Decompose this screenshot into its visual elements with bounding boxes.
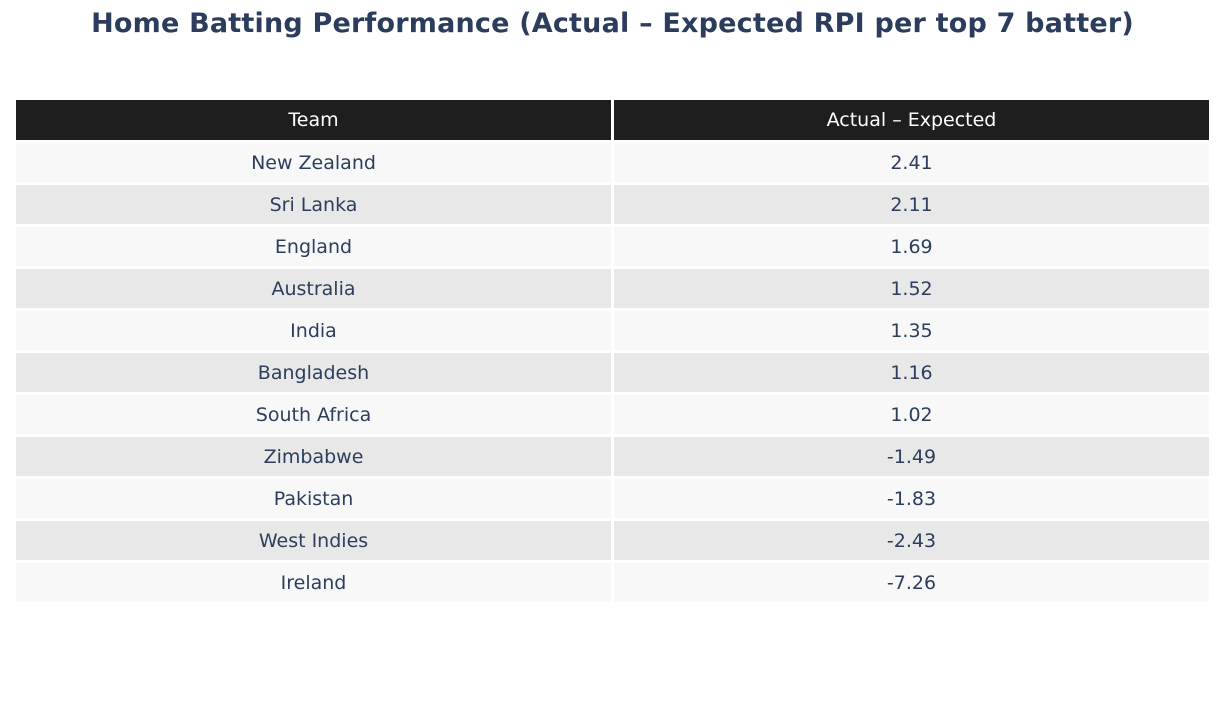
value-cell: 1.69 [611, 224, 1212, 269]
table-header: Team Actual – Expected [13, 97, 1212, 143]
value-cell: -1.49 [611, 434, 1212, 479]
table-row: New Zealand 2.41 [13, 140, 1212, 185]
table-row: India 1.35 [13, 308, 1212, 353]
team-cell: South Africa [13, 392, 614, 437]
column-header-team: Team [13, 97, 614, 143]
team-cell: Pakistan [13, 476, 614, 521]
column-header-actual-expected: Actual – Expected [611, 97, 1212, 143]
team-cell: Australia [13, 266, 614, 311]
table-row: South Africa 1.02 [13, 392, 1212, 437]
table-row: West Indies -2.43 [13, 518, 1212, 563]
value-cell: -7.26 [611, 560, 1212, 605]
batting-performance-table: Team Actual – Expected New Zealand 2.41 Sr… [13, 97, 1212, 605]
table-row: Sri Lanka 2.11 [13, 182, 1212, 227]
table-row: Ireland -7.26 [13, 560, 1212, 605]
team-cell: Ireland [13, 560, 614, 605]
team-cell: Zimbabwe [13, 434, 614, 479]
value-cell: -1.83 [611, 476, 1212, 521]
team-cell: New Zealand [13, 140, 614, 185]
value-cell: 1.02 [611, 392, 1212, 437]
value-cell: -2.43 [611, 518, 1212, 563]
table-row: Australia 1.52 [13, 266, 1212, 311]
team-cell: West Indies [13, 518, 614, 563]
table-header-row: Team Actual – Expected [13, 97, 1212, 143]
value-cell: 1.16 [611, 350, 1212, 395]
team-cell: India [13, 308, 614, 353]
table-row: Zimbabwe -1.49 [13, 434, 1212, 479]
value-cell: 2.41 [611, 140, 1212, 185]
page-title: Home Batting Performance (Actual – Expec… [91, 8, 1134, 39]
table-row: Pakistan -1.83 [13, 476, 1212, 521]
table-row: England 1.69 [13, 224, 1212, 269]
value-cell: 1.35 [611, 308, 1212, 353]
table-body: New Zealand 2.41 Sri Lanka 2.11 England 1.69 A… [13, 140, 1212, 605]
table-row: Bangladesh 1.16 [13, 350, 1212, 395]
team-cell: Sri Lanka [13, 182, 614, 227]
team-cell: Bangladesh [13, 350, 614, 395]
value-cell: 2.11 [611, 182, 1212, 227]
team-cell: England [13, 224, 614, 269]
value-cell: 1.52 [611, 266, 1212, 311]
